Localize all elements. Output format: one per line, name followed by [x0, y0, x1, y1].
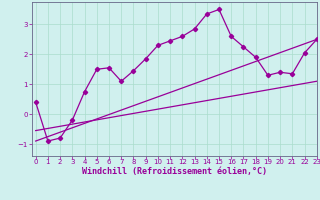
X-axis label: Windchill (Refroidissement éolien,°C): Windchill (Refroidissement éolien,°C) [82, 167, 267, 176]
